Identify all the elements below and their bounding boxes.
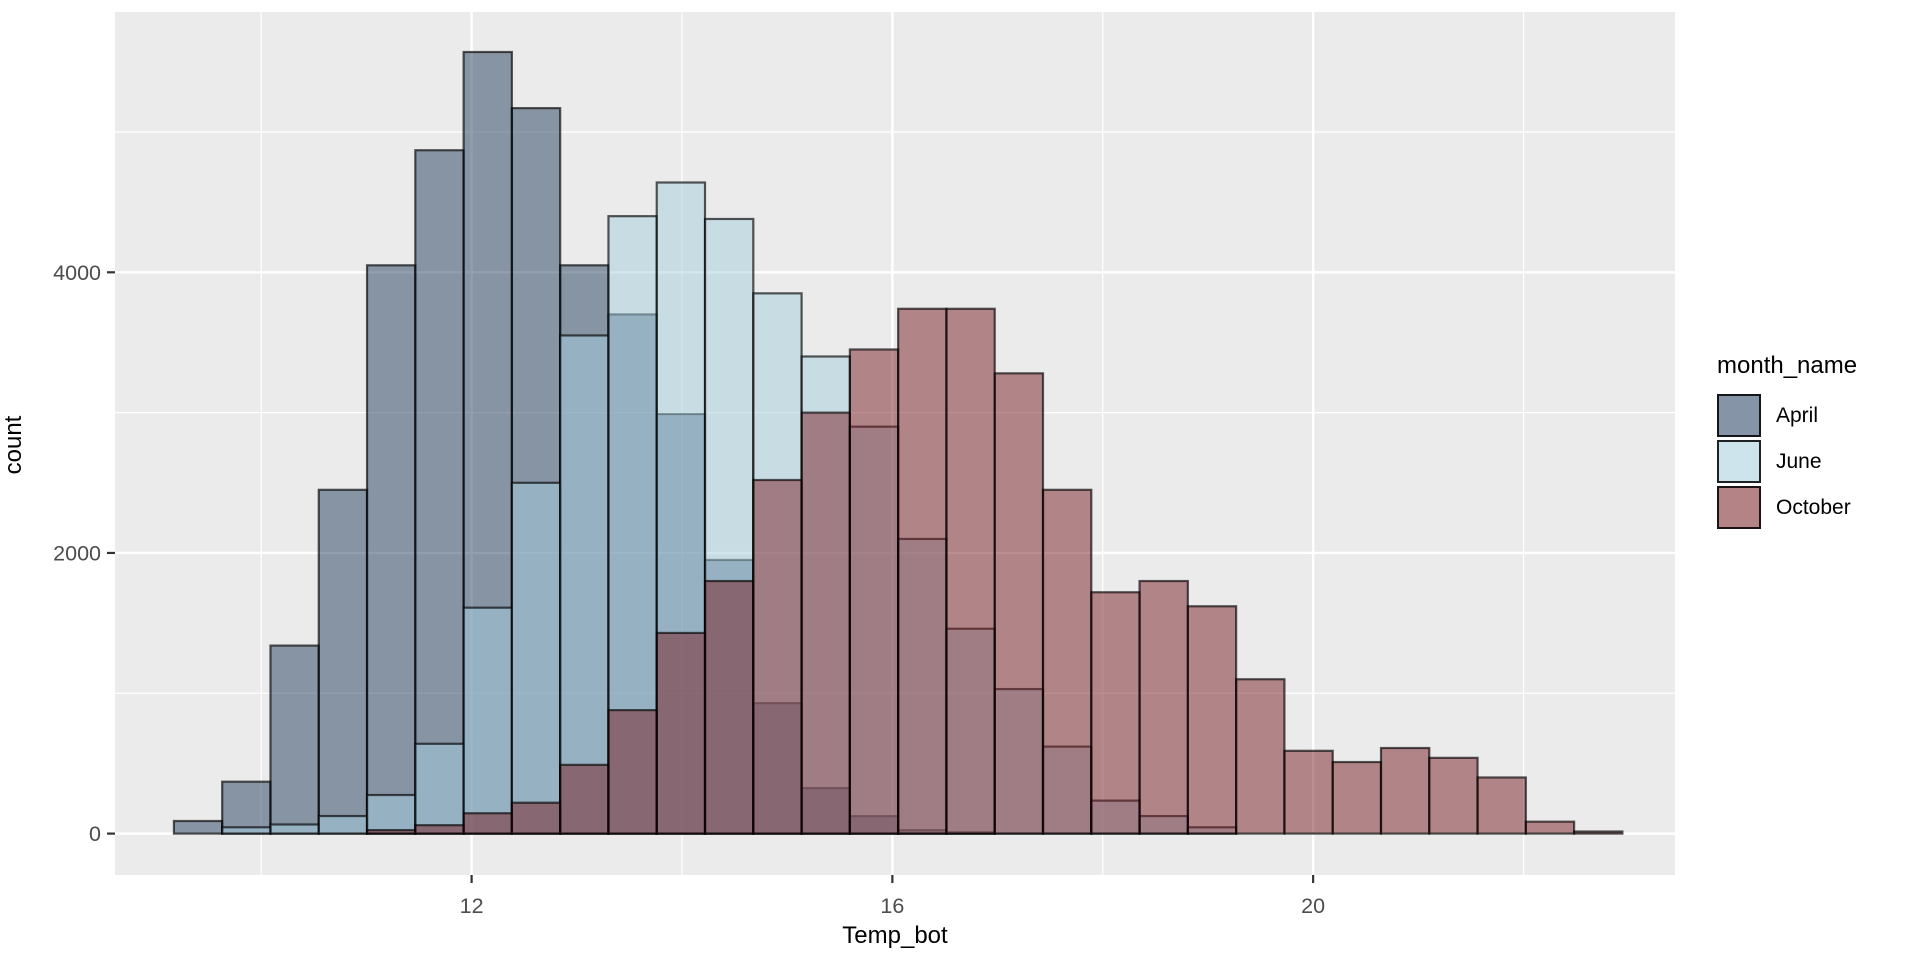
bar — [414, 824, 465, 835]
y-axis-title: count — [0, 415, 27, 475]
bar — [414, 742, 465, 835]
bar — [1138, 579, 1189, 835]
x-tick-label: 16 — [880, 894, 904, 918]
bar — [1476, 776, 1527, 835]
bar — [897, 307, 948, 835]
legend-swatch-april — [1717, 394, 1761, 437]
bar — [800, 411, 851, 835]
axis-ticks: 12 16 20 0 2000 4000 — [53, 261, 1325, 918]
bar — [269, 823, 320, 835]
bar — [848, 348, 900, 835]
legend-item: June — [1717, 440, 1857, 483]
bar — [993, 372, 1045, 835]
bar — [1331, 760, 1383, 835]
bar — [172, 819, 224, 835]
bar — [1041, 488, 1093, 835]
bar — [414, 149, 465, 835]
bar — [269, 644, 320, 835]
bar — [559, 334, 610, 835]
bar — [221, 826, 272, 835]
bar — [1379, 746, 1431, 835]
bar — [1428, 756, 1479, 835]
bar — [462, 606, 513, 835]
legend-label: October — [1776, 495, 1851, 519]
bar — [510, 801, 562, 835]
y-tick-label: 4000 — [53, 261, 101, 285]
bar — [752, 478, 803, 835]
bars-october — [365, 307, 1624, 835]
legend-swatch-october — [1717, 486, 1761, 529]
legend-item: April — [1717, 394, 1857, 437]
x-axis-title: Temp_bot — [842, 922, 948, 949]
bar — [655, 631, 707, 835]
legend-swatch-june — [1717, 440, 1761, 483]
y-tick-label: 0 — [89, 822, 101, 846]
x-tick-label: 12 — [460, 894, 484, 918]
legend-label: June — [1776, 449, 1822, 473]
bar — [1090, 591, 1141, 835]
legend-title: month_name — [1717, 352, 1858, 379]
bar — [317, 488, 369, 835]
bar — [317, 814, 369, 835]
bar — [1235, 678, 1286, 835]
bar — [559, 763, 610, 835]
bar — [1186, 605, 1238, 835]
bar — [1573, 830, 1624, 835]
bar — [1283, 749, 1334, 835]
bar — [365, 828, 417, 835]
bar — [945, 307, 996, 835]
legend-item: October — [1717, 486, 1857, 529]
bar — [510, 481, 562, 835]
bar — [1524, 820, 1576, 835]
bar — [365, 793, 417, 835]
bar — [462, 812, 513, 835]
bar — [607, 709, 658, 835]
bar — [221, 780, 272, 835]
bar — [703, 579, 755, 835]
y-tick-label: 2000 — [53, 541, 101, 565]
bar — [365, 264, 417, 835]
x-tick-label: 20 — [1301, 894, 1325, 918]
legend: month_name April June October — [1717, 352, 1857, 532]
legend-label: April — [1776, 403, 1819, 427]
